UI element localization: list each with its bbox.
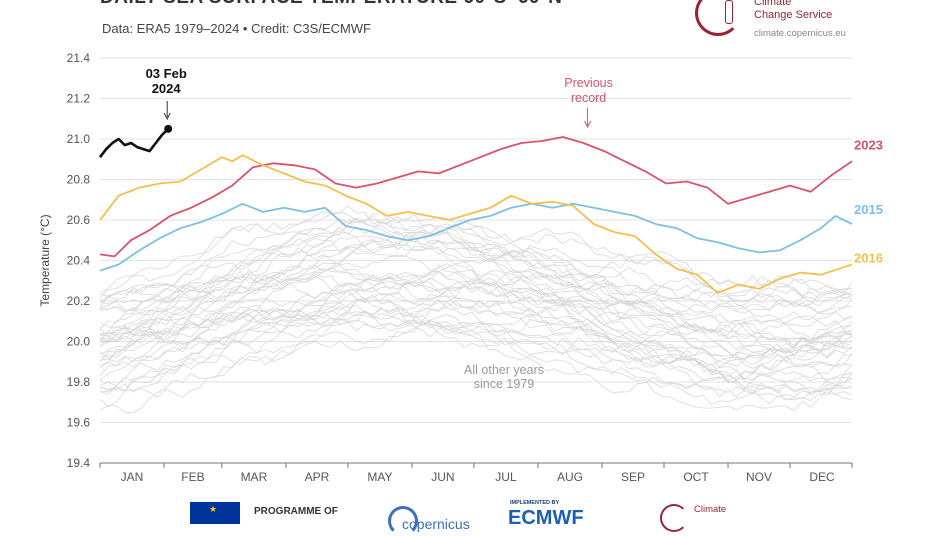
x-tick-label: JUL (495, 470, 517, 484)
chart-title: DAILY SEA SURFACE TEMPERATURE 60°S–60°N (100, 0, 562, 9)
other-year-line (99, 239, 853, 340)
other-year-line (99, 217, 853, 302)
other-year-line (99, 244, 853, 339)
other-year-line (99, 227, 853, 337)
other-year-line (99, 275, 853, 365)
other-year-line (99, 300, 853, 398)
highlight-series-layer (98, 124, 853, 294)
other-year-line (99, 215, 853, 302)
series-line-2016 (99, 154, 853, 294)
x-tick-label: AUG (557, 470, 583, 484)
other-year-line (99, 237, 853, 342)
y-tick-label: 21.4 (67, 51, 91, 65)
y-tick-label: 19.4 (67, 456, 91, 470)
others-label-line: since 1979 (474, 377, 535, 391)
series-label-2015: 2015 (854, 202, 883, 217)
thermometer-icon (725, 0, 733, 24)
annotation-record-line: record (571, 91, 606, 105)
other-year-line (99, 211, 853, 305)
annotation-2024-line: 03 Feb (146, 66, 187, 81)
other-year-line (99, 284, 853, 375)
other-year-line (99, 205, 853, 302)
point-2024-end (164, 124, 173, 133)
axis-layer: 19.4 19.6 19.8 20.0 20.2 20.4 20.6 20.8 21.0 21.2… (38, 51, 853, 484)
y-tick-label: 21.0 (67, 132, 91, 146)
y-tick-label: 20.6 (67, 213, 91, 227)
others-label-line: All other years (464, 363, 544, 377)
y-tick-label: 20.2 (67, 294, 91, 308)
other-year-line (99, 297, 853, 382)
y-tick-label: 20.8 (67, 173, 91, 187)
sst-line-chart: 19.4 19.6 19.8 20.0 20.2 20.4 20.6 20.8 21.0 21.2… (38, 51, 883, 484)
eu-flag-icon: ★ (190, 502, 240, 524)
annotation-2024-line: 2024 (152, 81, 182, 96)
copernicus-text: copernicus (402, 516, 470, 532)
annotation-record-line: Previous (564, 76, 613, 90)
other-year-line (99, 213, 853, 313)
y-axis-label: Temperature (°C) (38, 214, 52, 306)
programme-of-text: PROGRAMME OF (254, 506, 338, 517)
series-label-2023: 2023 (854, 137, 883, 152)
implemented-by-text: IMPLEMENTED BY (510, 500, 560, 506)
series-line-2023 (99, 136, 853, 258)
x-tick-label: SEP (621, 470, 645, 484)
other-year-line (99, 279, 853, 371)
other-year-line (99, 231, 853, 316)
x-tick-label: FEB (181, 470, 204, 484)
logo-line1: Climate (754, 0, 792, 8)
x-tick-label: JUN (431, 470, 454, 484)
y-tick-label: 19.8 (67, 375, 91, 389)
other-year-line (99, 280, 853, 382)
logo-url: climate.copernicus.eu (754, 28, 846, 39)
c3s-logo: Climate Change Service climate.copernicu… (695, 0, 895, 40)
other-year-line (99, 312, 853, 402)
copernicus-logo: copernicus (388, 502, 480, 536)
other-year-line (99, 318, 853, 398)
y-tick-label: 19.6 (67, 416, 91, 430)
c3s-footer-logo: Climate (660, 500, 780, 532)
other-year-line (99, 250, 853, 346)
other-year-line (99, 301, 853, 381)
x-tick-label: JAN (121, 470, 144, 484)
annotation-record-arrowhead (584, 120, 592, 129)
other-year-line (99, 262, 853, 363)
series-label-2016: 2016 (854, 251, 883, 266)
x-tick-label: APR (305, 470, 330, 484)
annotation-2024-arrowhead (163, 112, 171, 121)
logo-line2: Change Service (754, 9, 833, 21)
other-year-line (99, 211, 853, 307)
other-year-line (99, 264, 853, 372)
other-year-line (99, 227, 853, 328)
x-tick-label: MAR (241, 470, 268, 484)
c3s-footer-circle-icon (660, 504, 688, 532)
series-line-2024 (98, 127, 170, 158)
y-tick-label: 21.2 (67, 92, 91, 106)
footer-logos: ★ PROGRAMME OF copernicus IMPLEMENTED BY… (0, 496, 932, 536)
c3s-circle-icon (695, 0, 741, 36)
y-tick-label: 20.4 (67, 254, 91, 268)
other-years-layer (99, 205, 853, 414)
y-tick-label: 20.0 (67, 335, 91, 349)
other-year-line (99, 297, 853, 408)
x-tick-label: MAY (367, 470, 392, 484)
other-year-line (99, 264, 853, 353)
x-tick-label: DEC (809, 470, 835, 484)
x-tick-label: OCT (683, 470, 709, 484)
chart-subtitle: Data: ERA5 1979–2024 • Credit: C3S/ECMWF (102, 21, 372, 36)
other-year-line (99, 297, 853, 393)
copernicus-ring-icon (388, 506, 418, 536)
ecmwf-logo-text: ECMWF (508, 507, 584, 529)
series-line-2015 (99, 202, 853, 272)
other-year-line (99, 271, 853, 353)
c3s-footer-text: Climate (694, 504, 727, 515)
x-tick-label: NOV (746, 470, 772, 484)
